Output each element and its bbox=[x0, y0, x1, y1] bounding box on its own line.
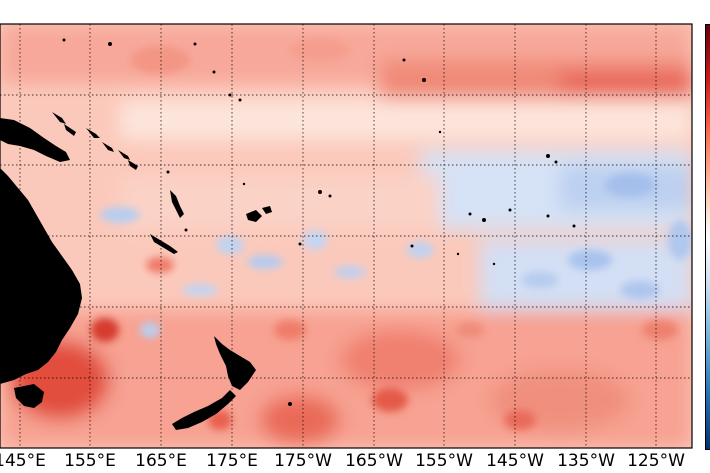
graticule bbox=[0, 24, 692, 448]
lon-label-175e: 175°E bbox=[206, 451, 258, 471]
lon-label-145w: 145°W bbox=[486, 451, 544, 471]
colorbar bbox=[705, 24, 710, 450]
lon-label-125w: 125°W bbox=[627, 451, 685, 471]
lon-label-145e: 145°E bbox=[0, 451, 46, 471]
anomaly-field bbox=[0, 24, 692, 448]
lon-label-135w: 135°W bbox=[557, 451, 615, 471]
lon-label-165e: 165°E bbox=[135, 451, 187, 471]
land-masses bbox=[0, 38, 576, 430]
map-border bbox=[0, 23, 693, 449]
lon-label-155w: 155°W bbox=[415, 451, 473, 471]
lon-label-175w: 175°W bbox=[274, 451, 332, 471]
lon-label-165w: 165°W bbox=[345, 451, 403, 471]
lon-label-155e: 155°E bbox=[64, 451, 116, 471]
